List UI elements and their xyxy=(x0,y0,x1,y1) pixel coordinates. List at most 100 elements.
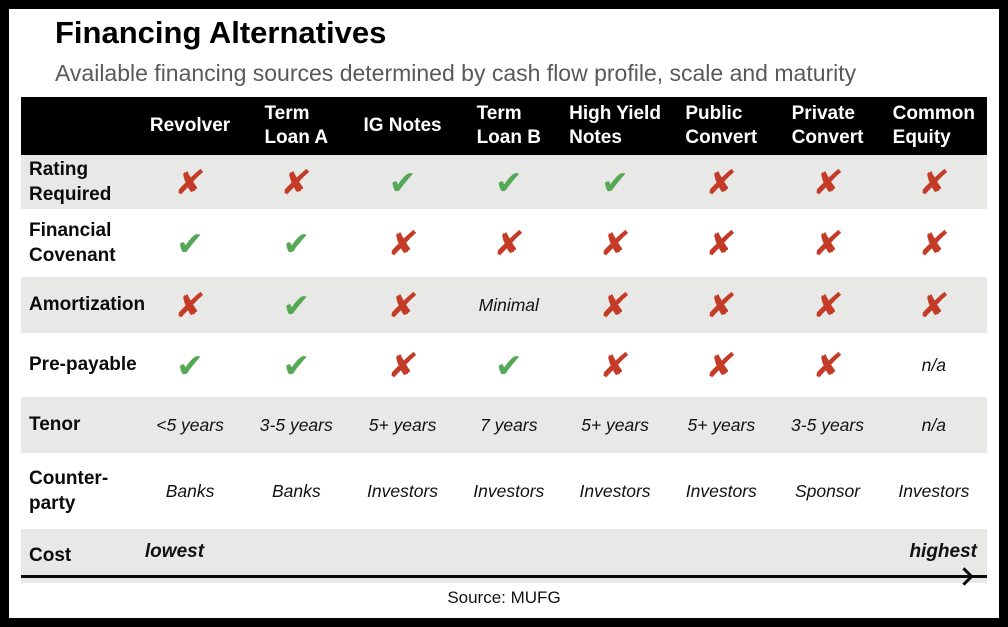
cell-text: Banks xyxy=(271,480,321,501)
page-title: Financing Alternatives xyxy=(55,15,387,50)
table-cell: Banks xyxy=(243,453,349,529)
table-cell: ✔ xyxy=(243,277,349,333)
cross-icon: ✘ xyxy=(703,285,739,325)
cell-text: 3-5 years xyxy=(259,414,333,435)
table-cell: 3-5 years xyxy=(243,397,349,453)
cross-icon: ✘ xyxy=(385,223,420,263)
cell-text: Investors xyxy=(367,480,439,501)
table-cell: ✘ xyxy=(349,333,455,397)
cross-icon: ✘ xyxy=(172,285,208,325)
column-header: Term Loan B xyxy=(455,97,562,156)
cell-text: Sponsor xyxy=(794,480,861,501)
cross-icon: ✘ xyxy=(810,162,845,202)
check-icon: ✔ xyxy=(601,163,629,201)
row-label: Pre-payable xyxy=(29,354,137,376)
cell-text: Banks xyxy=(165,480,215,501)
column-header-label: IG Notes xyxy=(363,114,442,136)
table-cell: ✘ xyxy=(668,155,774,209)
table-cell: 5+ years xyxy=(349,397,455,453)
cell-text: Investors xyxy=(898,480,970,501)
table-row: Tenor <5 years 3-5 years 5+ years 7 years 5+ … xyxy=(21,397,987,454)
cell-text: Minimal xyxy=(478,294,539,315)
table-cell: ✔ xyxy=(456,155,562,209)
table-cell: ✘ xyxy=(137,277,243,333)
table-cell: 5+ years xyxy=(668,397,774,453)
column-header-label: Term Loan B xyxy=(476,102,541,149)
table-cell: ✘ xyxy=(668,277,774,333)
row-label: Amortization xyxy=(29,294,146,316)
table-cell: ✘ xyxy=(349,209,455,277)
page-subtitle: Available financing sources determined b… xyxy=(55,59,857,86)
table-cell: ✘ xyxy=(668,333,774,397)
cost-highest-label: highest xyxy=(909,541,977,563)
column-header: Public Convert xyxy=(668,97,775,156)
check-icon: ✔ xyxy=(494,346,523,384)
cross-icon: ✘ xyxy=(916,285,952,325)
table-cell: ✔ xyxy=(137,333,243,397)
table-header-row: Revolver Term Loan A IG Notes Term Loan B Hi… xyxy=(21,97,987,156)
table-row: Rating Required ✘ ✘ ✔ ✔ ✔ ✘ ✘ ✘ xyxy=(21,155,987,210)
column-header-label: Common Equity xyxy=(892,102,975,149)
table-cell: ✘ xyxy=(774,155,880,209)
financing-table: Revolver Term Loan A IG Notes Term Loan B Hi… xyxy=(21,97,987,584)
table-cell: Banks xyxy=(137,453,243,529)
cross-icon: ✘ xyxy=(597,345,633,385)
cost-lowest-label: lowest xyxy=(144,541,205,563)
column-header-label: Public Convert xyxy=(685,102,758,149)
table-cell: Investors xyxy=(668,453,774,529)
column-header-label: High Yield Notes xyxy=(569,102,661,149)
table-row: Amortization ✘ ✔ ✘ Minimal ✘ ✘ ✘ ✘ xyxy=(21,277,987,334)
cross-icon: ✘ xyxy=(385,345,420,385)
table-cell: <5 years xyxy=(137,397,243,453)
cell-text: 5+ years xyxy=(687,414,756,435)
table-cell: ✘ xyxy=(349,277,455,333)
cost-row: Cost lowest highest xyxy=(21,529,987,584)
table-cell: ✘ xyxy=(774,209,880,277)
table-cell: ✔ xyxy=(349,155,455,209)
table-cell: Investors xyxy=(456,453,562,529)
cross-icon: ✘ xyxy=(172,162,208,202)
table-cell: ✘ xyxy=(456,209,562,277)
cell-text: 5+ years xyxy=(368,414,437,435)
table-cell: Minimal xyxy=(456,277,562,333)
check-icon: ✔ xyxy=(388,163,417,201)
check-icon: ✔ xyxy=(176,346,204,384)
cell-text: 5+ years xyxy=(581,414,649,435)
cell-text: Investors xyxy=(685,480,757,501)
cell-text: Investors xyxy=(473,480,545,501)
row-label: Cost xyxy=(29,545,72,567)
table-row: Counter- party Banks Banks Investors Investo… xyxy=(21,453,987,529)
cross-icon: ✘ xyxy=(916,162,952,202)
cell-text: n/a xyxy=(921,354,946,375)
check-icon: ✔ xyxy=(282,286,311,324)
cross-icon: ✘ xyxy=(491,223,527,263)
source-caption: Source: MUFG xyxy=(447,588,561,608)
table-cell: ✘ xyxy=(137,155,243,209)
column-header: Term Loan A xyxy=(243,97,350,156)
column-header: Private Convert xyxy=(774,97,881,156)
cross-icon: ✘ xyxy=(916,223,952,263)
table-cell: ✔ xyxy=(243,209,349,277)
table-cell: 7 years xyxy=(456,397,562,453)
table-row: Financial Covenant ✔ ✔ ✘ ✘ ✘ ✘ ✘ ✘ xyxy=(21,209,987,277)
column-header-label: Term Loan A xyxy=(264,102,329,149)
table-row: Pre-payable ✔ ✔ ✘ ✔ ✘ ✘ ✘ n/a xyxy=(21,333,987,397)
table-body: Rating Required ✘ ✘ ✔ ✔ ✔ ✘ ✘ ✘ Financial Covenan… xyxy=(21,155,987,584)
cross-icon: ✘ xyxy=(597,285,633,325)
table-cell: ✘ xyxy=(881,209,987,277)
cross-icon: ✘ xyxy=(703,162,739,202)
cell-text: 3-5 years xyxy=(791,414,864,435)
cross-icon: ✘ xyxy=(810,285,845,325)
table-cell: Investors xyxy=(349,453,455,529)
financing-table-wrap: Revolver Term Loan A IG Notes Term Loan B Hi… xyxy=(21,97,987,586)
row-label: Tenor xyxy=(29,414,81,436)
row-label: Counter- party xyxy=(29,467,109,515)
corner-cell xyxy=(21,97,137,156)
table-cell: ✔ xyxy=(137,209,243,277)
check-icon: ✔ xyxy=(282,224,311,262)
row-label: Rating Required xyxy=(29,158,112,206)
table-cell: ✘ xyxy=(562,333,668,397)
table-cell: n/a xyxy=(881,397,987,453)
table-cell: ✔ xyxy=(562,155,668,209)
